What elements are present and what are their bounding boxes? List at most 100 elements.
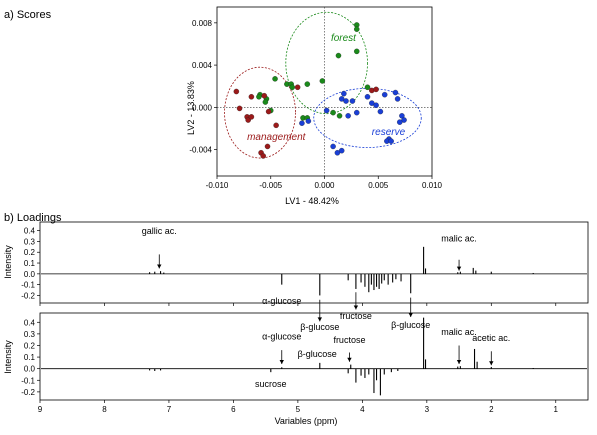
- top-y-tick-label: -0.2: [21, 291, 35, 300]
- reserve-group-label: reserve: [372, 127, 406, 138]
- management-point: [261, 92, 268, 99]
- forest-point: [330, 109, 336, 116]
- bottom-y-tick-label: 0.0: [24, 365, 36, 374]
- bottom-y-tick-label: 0.2: [24, 341, 36, 350]
- bottom-annotation-arrowhead: [456, 360, 462, 365]
- reserve-point: [323, 107, 330, 114]
- reserve-point: [388, 138, 394, 144]
- scores-panel-label: a) Scores: [4, 9, 52, 21]
- forest-ellipse: [285, 11, 368, 115]
- bottom-y-tick-label: -0.1: [21, 376, 35, 385]
- top-annotation-arrowhead: [456, 266, 462, 271]
- reserve-point: [349, 98, 356, 104]
- top-annotation-label: α-glucose: [262, 296, 301, 306]
- scores-x-tick-label: -0.010: [206, 181, 229, 190]
- reserve-point: [364, 94, 371, 100]
- top-y-tick-label: 0.1: [24, 259, 36, 268]
- management-point: [233, 88, 240, 95]
- forest-point: [353, 48, 360, 55]
- management-point: [294, 84, 301, 91]
- bottom-annotation-arrowhead: [489, 361, 494, 366]
- bottom-annotation-arrowhead: [279, 360, 284, 365]
- reserve-point: [394, 96, 401, 102]
- management-point: [265, 108, 272, 115]
- top-annotation-arrowhead: [157, 264, 162, 269]
- reserve-point: [343, 98, 349, 104]
- reserve-point: [392, 89, 399, 96]
- scores-x-tick-label: 0.010: [422, 181, 443, 190]
- top-annotation-arrowhead: [317, 317, 323, 322]
- top-annotation-label: malic ac.: [441, 233, 477, 243]
- bottom-y-tick-label: 0.1: [24, 353, 36, 362]
- reserve-point: [396, 119, 403, 125]
- loadings-x-axis-label: Variables (ppm): [275, 416, 338, 426]
- scores-plot: -0.010 -0.005 0.000 0.005 0.010 -0.004 0.000 0.…: [189, 6, 443, 190]
- top-annotation-label: fructose: [340, 311, 372, 321]
- loadings-panel-label: b) Loadings: [4, 212, 62, 224]
- scores-x-tick-label: -0.005: [259, 181, 282, 190]
- bottom-annotation-label: fructose: [333, 335, 365, 345]
- management-point: [248, 114, 255, 120]
- reserve-point: [299, 120, 305, 126]
- forest-point: [335, 52, 342, 59]
- loadings-x-tick-label: 3: [425, 405, 430, 414]
- bottom-annotation-label: β-glucose: [298, 349, 337, 359]
- forest-point: [304, 81, 311, 87]
- loadings-x-tick-label: 8: [102, 405, 107, 414]
- reserve-point: [345, 113, 351, 119]
- forest-point: [272, 76, 278, 82]
- forest-point: [353, 26, 360, 32]
- top-y-tick-label: 0.4: [24, 227, 36, 236]
- reserve-point: [338, 147, 345, 154]
- forest-point: [256, 94, 262, 100]
- loadings-x-tick-label: 4: [360, 405, 365, 414]
- forest-point: [364, 84, 371, 91]
- loadings-x-tick-label: 2: [489, 405, 494, 414]
- bottom-annotation-label: α-glucose: [262, 332, 301, 342]
- scores-y-tick-label: 0.004: [192, 61, 213, 70]
- reserve-point: [341, 90, 347, 97]
- forest-group-label: forest: [331, 33, 357, 44]
- management-point: [373, 86, 379, 93]
- scores-y-tick-label: 0.000: [192, 103, 213, 112]
- reserve-point: [373, 102, 379, 108]
- bottom-loadings-frame: [39, 312, 589, 401]
- loadings-x-tick-label: 5: [296, 405, 301, 414]
- management-point: [273, 122, 279, 129]
- top-annotation-arrowhead: [408, 313, 413, 318]
- loadings-plot: -0.2-0.10.00.10.20.30.4 gallic ac.malic a…: [21, 221, 589, 414]
- management-point: [260, 153, 266, 159]
- bottom-y-tick-label: -0.2: [21, 388, 35, 397]
- reserve-point: [330, 143, 336, 150]
- top-y-tick-label: 0.2: [24, 248, 36, 257]
- scores-y-axis-label: LV2 - 13.83%: [186, 81, 196, 135]
- scores-x-tick-label: 0.000: [314, 181, 335, 190]
- bottom-y-tick-label: 0.4: [24, 318, 36, 327]
- top-annotation-label: gallic ac.: [142, 226, 177, 236]
- top-annotation-arrowhead: [353, 305, 359, 310]
- bottom-annotation-arrowhead: [347, 357, 352, 362]
- top-annotation-label: β-glucose: [300, 322, 339, 332]
- bottom-annotation-label: acetic ac.: [472, 333, 510, 343]
- scores-y-tick-label: -0.004: [189, 146, 212, 155]
- top-y-tick-label: -0.1: [21, 281, 35, 290]
- management-point: [264, 143, 271, 150]
- loadings-x-tick-label: 7: [167, 405, 172, 414]
- loadings-x-tick-label: 9: [38, 405, 43, 414]
- bottom-annotation-label: sucrose: [255, 379, 287, 389]
- top-y-tick-label: 0.0: [24, 270, 36, 279]
- reserve-point: [381, 91, 388, 98]
- management-group-label: management: [247, 132, 307, 143]
- management-ellipse: [224, 66, 296, 159]
- loadings-bottom-y-axis-label: Intensity: [3, 340, 13, 374]
- management-point: [248, 94, 255, 100]
- scores-x-axis-label: LV1 - 48.42%: [285, 196, 339, 206]
- reserve-point: [305, 118, 312, 124]
- scores-x-tick-label: 0.005: [368, 181, 389, 190]
- top-y-tick-label: 0.3: [24, 237, 36, 246]
- forest-point: [336, 113, 343, 119]
- forest-point: [289, 84, 295, 91]
- bottom-annotation-label: malic ac.: [441, 327, 477, 337]
- management-point: [236, 105, 243, 112]
- bottom-y-tick-label: 0.3: [24, 330, 36, 339]
